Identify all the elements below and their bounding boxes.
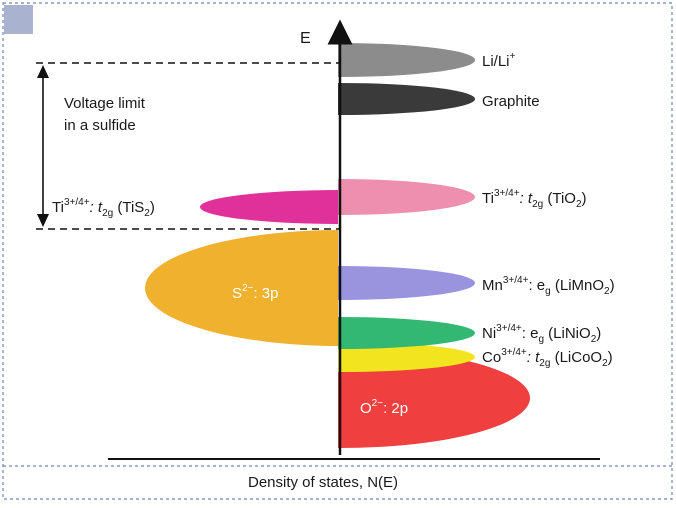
band-s3p: [145, 230, 338, 346]
band-o2p: [338, 348, 530, 448]
label-licoo2: Co3+/4+: t2g (LiCoO2): [482, 347, 613, 369]
band-limno2: [338, 266, 475, 300]
band-tio2: [338, 179, 475, 215]
band-li: [338, 43, 475, 77]
energy-axis-label: E: [300, 30, 311, 47]
band-linio2: [338, 317, 475, 349]
bracket-arrow-bottom: [37, 214, 49, 227]
label-tio2: Ti3+/4+: t2g (TiO2): [482, 188, 587, 210]
dos-axis-label: Density of states, N(E): [248, 474, 398, 491]
voltage-limit-label-2: in a sulfide: [64, 117, 136, 134]
label-li: Li/Li+: [482, 51, 516, 70]
frame-border: [2, 2, 673, 500]
band-tis2: [200, 190, 338, 224]
label-s3p: S2−: 3p: [232, 283, 278, 302]
label-limno2: Mn3+/4+: eg (LiMnO2): [482, 275, 615, 297]
label-linio2: Ni3+/4+: eg (LiNiO2): [482, 323, 601, 345]
voltage-limit-label-1: Voltage limit: [64, 95, 146, 112]
label-tis2: Ti3+/4+: t2g (TiS2): [52, 197, 155, 219]
label-o2p: O2−: 2p: [360, 398, 408, 417]
label-graphite: Graphite: [482, 93, 540, 110]
panel-corner-mark: [4, 5, 33, 34]
band-graphite: [338, 83, 475, 115]
bracket-arrow-top: [37, 65, 49, 78]
band-licoo2: [338, 342, 475, 372]
